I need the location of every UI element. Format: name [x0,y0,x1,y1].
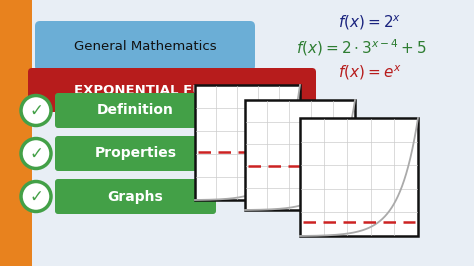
Text: ✓: ✓ [29,102,43,119]
FancyBboxPatch shape [55,93,216,128]
FancyBboxPatch shape [195,85,300,200]
FancyBboxPatch shape [245,100,355,210]
FancyBboxPatch shape [55,179,216,214]
Text: ✓: ✓ [29,188,43,206]
Text: Definition: Definition [97,103,174,118]
Text: Graphs: Graphs [108,189,164,203]
Text: $f(x) = e^x$: $f(x) = e^x$ [338,64,402,82]
Text: General Mathematics: General Mathematics [73,39,216,52]
FancyBboxPatch shape [300,118,418,236]
Text: $f(x) = 2^x$: $f(x) = 2^x$ [338,14,401,32]
Circle shape [21,139,51,168]
FancyBboxPatch shape [35,21,255,71]
FancyBboxPatch shape [0,0,32,266]
Text: ✓: ✓ [29,144,43,163]
Text: $f(x) = 2 \cdot 3^{x-4} + 5$: $f(x) = 2 \cdot 3^{x-4} + 5$ [296,38,428,58]
FancyBboxPatch shape [55,136,216,171]
Circle shape [21,95,51,126]
Circle shape [21,181,51,211]
Text: Properties: Properties [94,147,176,160]
FancyBboxPatch shape [28,68,316,112]
Text: EXPONENTIAL FUNCTIONS: EXPONENTIAL FUNCTIONS [74,84,270,97]
